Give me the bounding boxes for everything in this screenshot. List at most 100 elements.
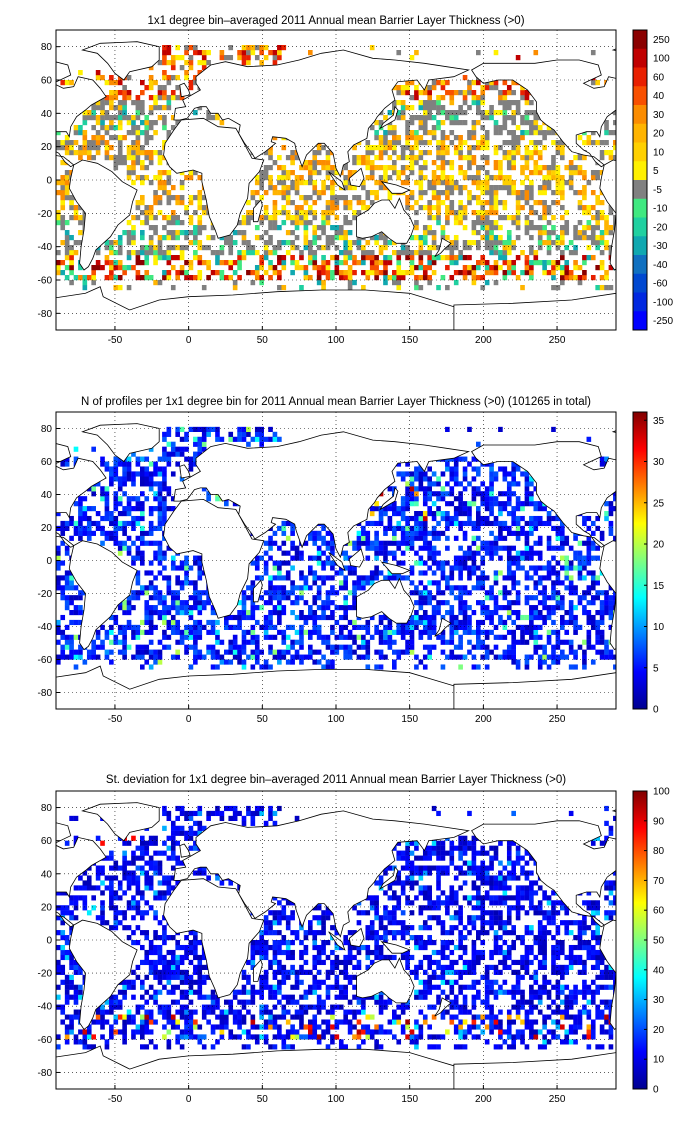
- heatmap-cell: [374, 650, 379, 655]
- heatmap-cell: [560, 185, 565, 190]
- heatmap-cell: [65, 235, 70, 240]
- heatmap-cell: [414, 491, 419, 496]
- heatmap-cell: [419, 481, 424, 486]
- heatmap-cell: [308, 170, 313, 175]
- heatmap-cell: [197, 240, 202, 245]
- heatmap-cell: [184, 45, 189, 50]
- heatmap-cell: [162, 70, 167, 75]
- heatmap-cell: [326, 245, 331, 250]
- heatmap-cell: [587, 635, 592, 640]
- heatmap-cell: [330, 630, 335, 635]
- heatmap-cell: [405, 526, 410, 531]
- heatmap-cell: [246, 270, 251, 275]
- heatmap-cell: [489, 185, 494, 190]
- heatmap-cell: [60, 521, 65, 526]
- heatmap-cell: [542, 1034, 547, 1039]
- heatmap-cell: [197, 635, 202, 640]
- heatmap-cell: [149, 110, 154, 115]
- heatmap-cell: [197, 595, 202, 600]
- heatmap-cell: [445, 255, 450, 260]
- heatmap-cell: [171, 556, 176, 561]
- heatmap-cell: [445, 90, 450, 95]
- heatmap-cell: [419, 1029, 424, 1034]
- heatmap-cell: [140, 180, 145, 185]
- heatmap-cell: [140, 457, 145, 462]
- heatmap-cell: [591, 235, 596, 240]
- heatmap-cell: [503, 240, 508, 245]
- heatmap-cell: [573, 565, 578, 570]
- heatmap-cell: [286, 195, 291, 200]
- heatmap-cell: [410, 170, 415, 175]
- heatmap-cell: [140, 561, 145, 566]
- heatmap-cell: [321, 225, 326, 230]
- heatmap-cell: [441, 95, 446, 100]
- heatmap-cell: [65, 255, 70, 260]
- heatmap-cell: [472, 664, 477, 669]
- heatmap-cell: [69, 655, 74, 660]
- heatmap-cell: [56, 220, 61, 225]
- heatmap-cell: [299, 645, 304, 650]
- heatmap-cell: [277, 270, 282, 275]
- heatmap-cell: [343, 270, 348, 275]
- heatmap-cell: [494, 605, 499, 610]
- heatmap-cell: [308, 260, 313, 265]
- heatmap-cell: [533, 125, 538, 130]
- heatmap-cell: [357, 645, 362, 650]
- heatmap-cell: [286, 1029, 291, 1034]
- heatmap-cell: [600, 210, 605, 215]
- heatmap-cell: [162, 45, 167, 50]
- heatmap-cell: [321, 245, 326, 250]
- heatmap-cell: [507, 491, 512, 496]
- heatmap-cell: [127, 75, 132, 80]
- heatmap-cell: [507, 185, 512, 190]
- heatmap-cell: [427, 110, 432, 115]
- heatmap-cell: [193, 45, 198, 50]
- heatmap-cell: [317, 590, 322, 595]
- heatmap-cell: [542, 660, 547, 665]
- heatmap-cell: [436, 531, 441, 536]
- heatmap-cell: [74, 605, 79, 610]
- heatmap-cell: [109, 476, 114, 481]
- heatmap-cell: [587, 630, 592, 635]
- heatmap-cell: [401, 511, 406, 516]
- heatmap-cell: [503, 590, 508, 595]
- heatmap-cell: [193, 660, 198, 665]
- heatmap-cell: [158, 85, 163, 90]
- heatmap-cell: [383, 135, 388, 140]
- heatmap-cell: [494, 160, 499, 165]
- heatmap-cell: [560, 205, 565, 210]
- heatmap-cell: [127, 130, 132, 135]
- heatmap-cell: [511, 180, 516, 185]
- heatmap-cell: [507, 180, 512, 185]
- heatmap-cell: [533, 580, 538, 585]
- heatmap-cell: [171, 185, 176, 190]
- heatmap-cell: [175, 595, 180, 600]
- heatmap-cell: [405, 155, 410, 160]
- heatmap-cell: [197, 190, 202, 195]
- heatmap-cell: [396, 270, 401, 275]
- heatmap-cell: [162, 645, 167, 650]
- heatmap-cell: [312, 180, 317, 185]
- heatmap-cell: [427, 600, 432, 605]
- heatmap-cell: [60, 655, 65, 660]
- heatmap-cell: [436, 506, 441, 511]
- heatmap-cell: [489, 595, 494, 600]
- heatmap-cell: [449, 95, 454, 100]
- heatmap-cell: [480, 180, 485, 185]
- heatmap-cell: [427, 531, 432, 536]
- heatmap-cell: [74, 1034, 79, 1039]
- heatmap-cell: [582, 255, 587, 260]
- heatmap-cell: [105, 140, 110, 145]
- heatmap-cell: [458, 595, 463, 600]
- heatmap-cell: [410, 471, 415, 476]
- heatmap-cell: [573, 225, 578, 230]
- heatmap-cell: [556, 561, 561, 566]
- heatmap-cell: [374, 275, 379, 280]
- heatmap-cell: [83, 531, 88, 536]
- heatmap-cell: [374, 235, 379, 240]
- heatmap-cell: [113, 496, 118, 501]
- heatmap-cell: [96, 511, 101, 516]
- heatmap-cell: [180, 1034, 185, 1039]
- heatmap-cell: [281, 145, 286, 150]
- heatmap-cell: [175, 655, 180, 660]
